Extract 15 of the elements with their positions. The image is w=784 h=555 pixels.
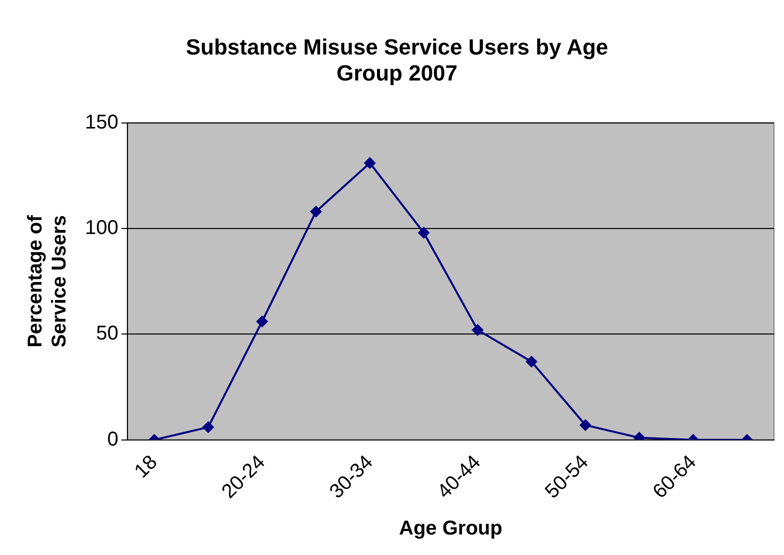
y-tick-label: 150 [84, 111, 118, 134]
text: Substance Misuse Service Users by Age [186, 34, 608, 60]
point [256, 315, 268, 328]
text: Percentage of [24, 215, 47, 348]
point [364, 156, 376, 169]
y-tick-label: 100 [84, 217, 118, 239]
text: Group 2007 [336, 60, 458, 86]
x-tick-label: 18 [130, 451, 162, 483]
point [418, 226, 430, 239]
point [472, 324, 484, 336]
y-tick-label: 0 [107, 428, 118, 450]
y-tick-label: 50 [96, 322, 118, 345]
text: Service Users [48, 215, 71, 348]
point [310, 206, 322, 218]
x-axis-title: Age Group [399, 518, 502, 540]
